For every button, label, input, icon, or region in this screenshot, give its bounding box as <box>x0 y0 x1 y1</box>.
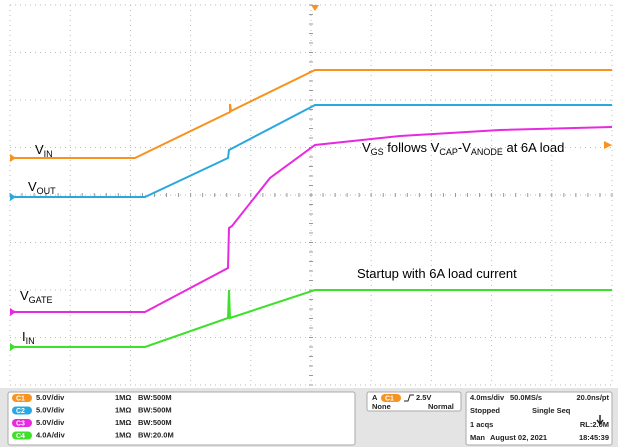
trigger-level-marker <box>604 141 612 149</box>
channel-impedance: 1MΩ <box>115 418 131 427</box>
channel-badge <box>12 406 32 415</box>
trigger-mode-label: Man <box>470 433 485 442</box>
channel-id: C1 <box>16 396 25 403</box>
trigger-type: Normal <box>428 402 454 411</box>
c3-ground-marker <box>10 308 16 316</box>
annotation: Startup with 6A load current <box>357 266 517 281</box>
single-icon <box>596 415 604 426</box>
trace-label: VOUT <box>28 179 56 196</box>
channel-list: C1 5.0V/div 1MΩ BW:500M C2 5.0V/div 1MΩ BW:500M… <box>12 393 174 440</box>
channel-badge <box>12 419 32 427</box>
annotation: VGS follows VCAP-VANODE at 6A load <box>362 140 564 157</box>
c1-ground-marker <box>10 154 16 162</box>
channel-impedance: 1MΩ <box>115 406 131 415</box>
trace-vout <box>10 104 612 198</box>
trigger-position-marker <box>311 5 319 11</box>
trigger-coupling: None <box>372 402 391 411</box>
acq-sequence: Single Seq <box>532 406 571 415</box>
display-background <box>0 0 618 388</box>
trace-iin <box>10 289 612 348</box>
channel-scale: 5.0V/div <box>36 393 65 402</box>
trace-label: VIN <box>35 142 53 159</box>
acquisition-box <box>465 391 613 446</box>
channel-bandwidth: BW:500M <box>138 418 172 427</box>
trigger-source-badge <box>381 394 401 402</box>
sample-rate: 50.0MS/s <box>510 393 542 402</box>
trace-label: IIN <box>22 329 35 346</box>
channel-box <box>7 391 356 446</box>
trigger-mode: A <box>372 393 378 402</box>
trigger-level: 2.5V <box>416 393 431 402</box>
resolution: 20.0ns/pt <box>576 393 609 402</box>
trigger-source: C1 <box>385 396 394 403</box>
trace-vgate <box>10 126 613 313</box>
channel-id: C3 <box>16 421 25 428</box>
channel-badge <box>12 394 32 402</box>
channel-scale: 4.0A/div <box>36 431 66 440</box>
timebase: 4.0ms/div <box>470 393 505 402</box>
channel-id: C4 <box>16 433 25 440</box>
channel-bandwidth: BW:500M <box>138 406 172 415</box>
channel-bandwidth: BW:20.0M <box>138 431 174 440</box>
trace-label: VGATE <box>20 288 53 305</box>
channel-scale: 5.0V/div <box>36 406 65 415</box>
time: 18:45:39 <box>579 433 609 442</box>
acq-state: Stopped <box>470 406 500 415</box>
channel-impedance: 1MΩ <box>115 431 131 440</box>
channel-bandwidth: BW:500M <box>138 393 172 402</box>
acq-count: 1 acqs <box>470 420 493 429</box>
channel-scale: 5.0V/div <box>36 418 65 427</box>
trace-vin <box>10 69 612 159</box>
c2-ground-marker <box>10 193 16 201</box>
edge-icon <box>404 394 414 402</box>
record-length: RL:2.0M <box>580 420 609 429</box>
date: August 02, 2021 <box>490 433 547 442</box>
channel-badge <box>12 431 32 440</box>
channel-id: C2 <box>16 408 25 415</box>
channel-impedance: 1MΩ <box>115 393 131 402</box>
c4-ground-marker <box>10 343 16 351</box>
